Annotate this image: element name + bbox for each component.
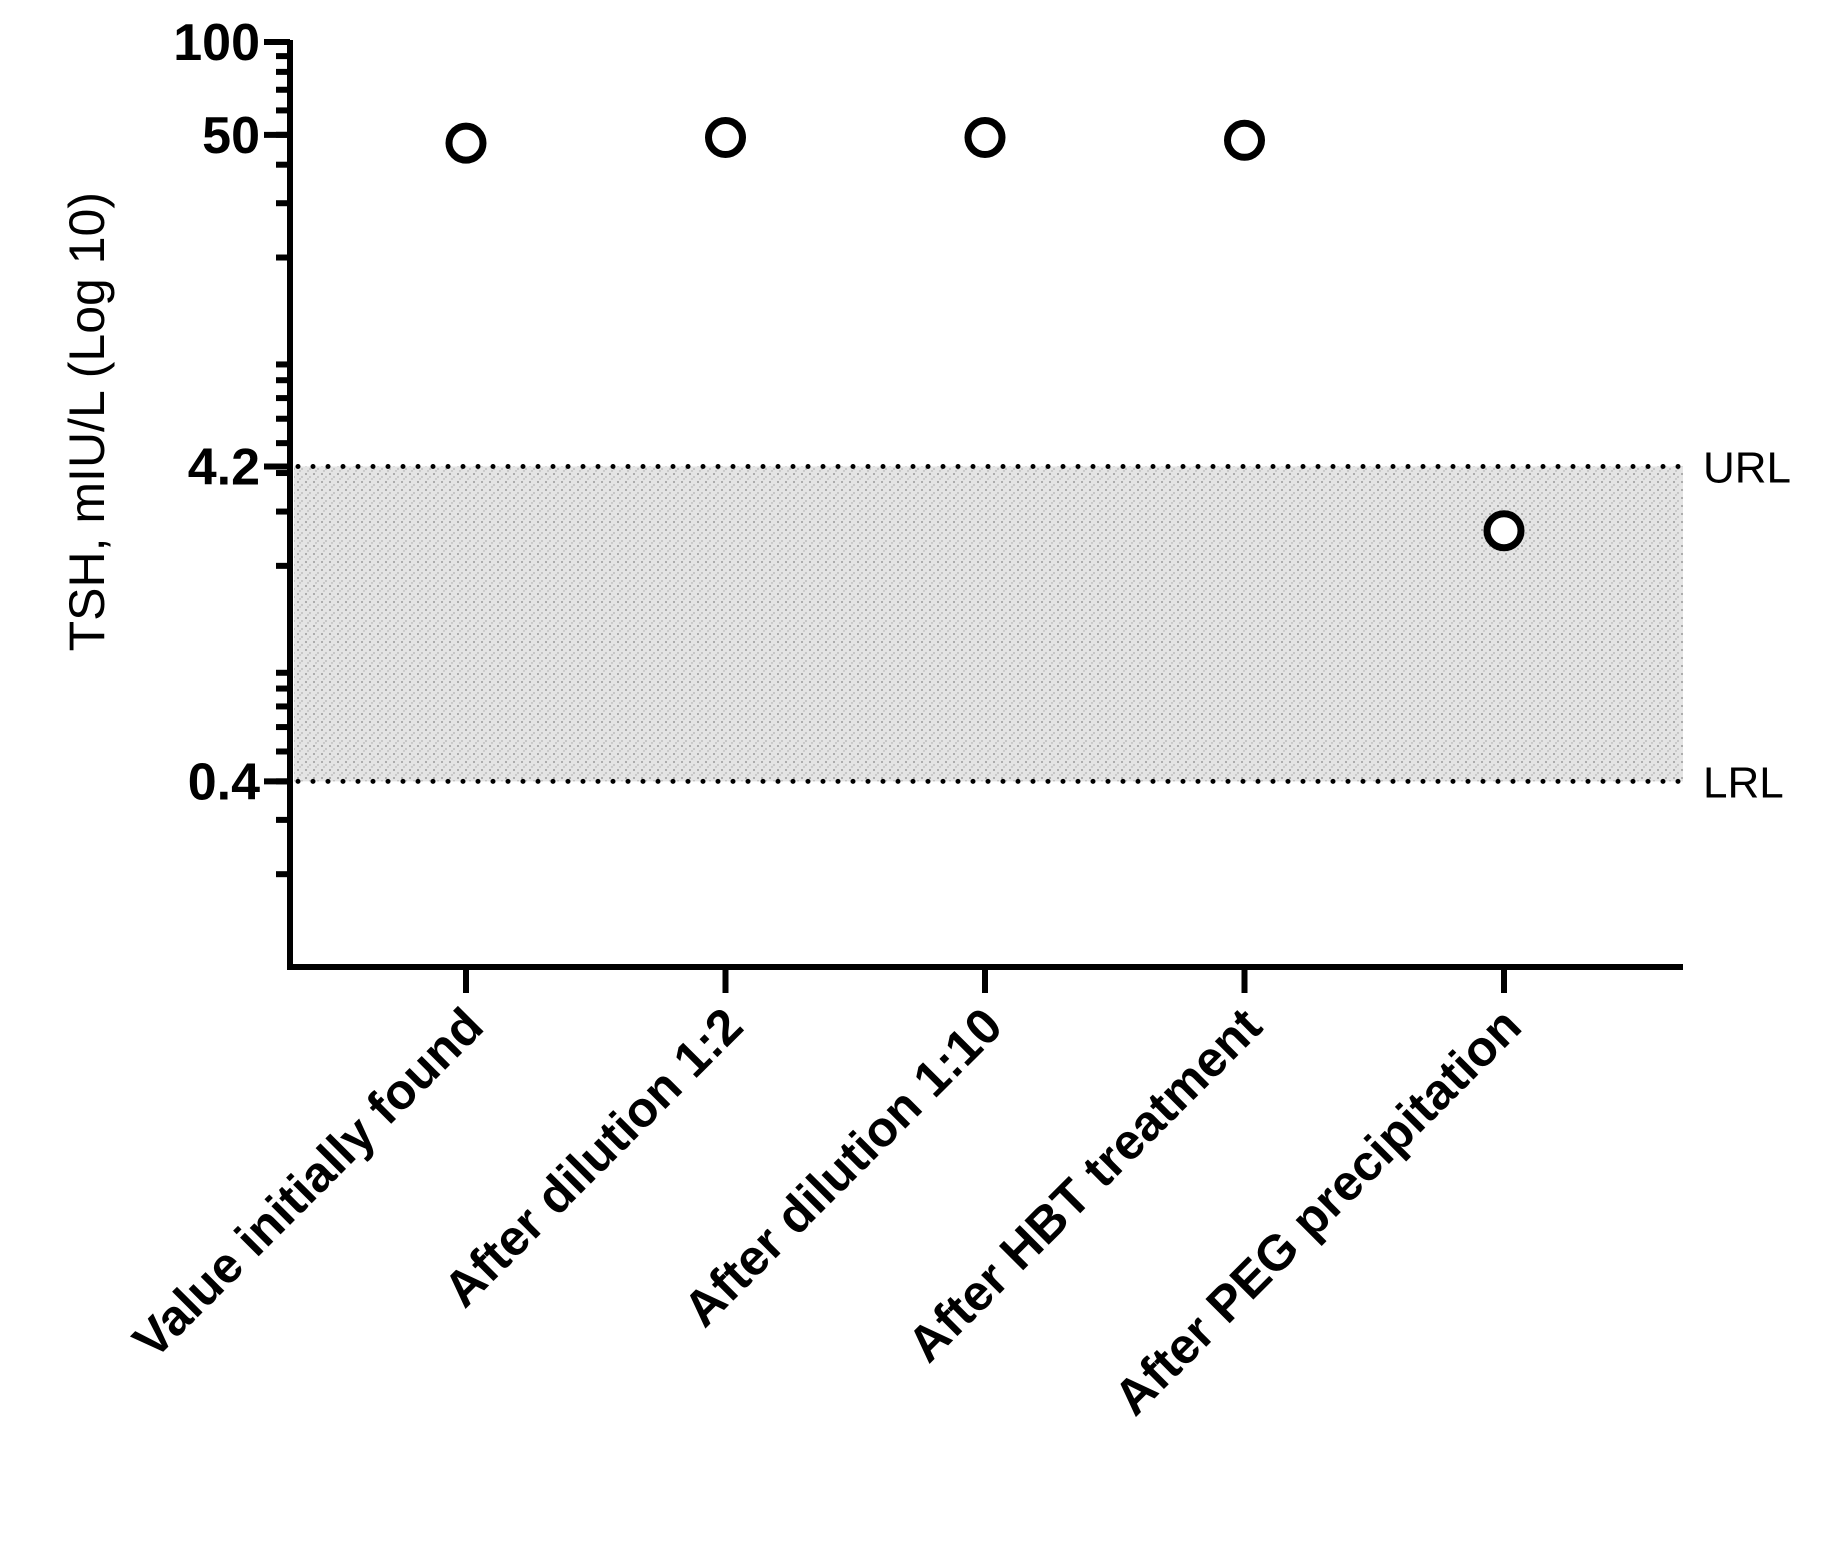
data-point (445, 122, 487, 164)
y-axis-title: TSH, mIU/L (Log 10) (59, 192, 115, 651)
data-point (705, 117, 746, 159)
reference-band-group: URL LRL (294, 443, 1791, 807)
data-point (1224, 119, 1265, 161)
reference-range-band (294, 466, 1683, 782)
y-axis: 100 50 4.2 0.4 (173, 14, 293, 970)
y-tick-label: 100 (173, 14, 260, 72)
y-tick-label: 4.2 (188, 438, 260, 496)
lower-reference-label: LRL (1703, 758, 1784, 807)
data-points (445, 117, 1525, 552)
data-point (1483, 510, 1525, 552)
y-tick-label: 50 (202, 107, 260, 165)
x-category-label: Value initially found (122, 997, 494, 1369)
upper-reference-label: URL (1703, 443, 1791, 492)
y-tick-label: 0.4 (188, 753, 260, 811)
data-point (964, 117, 1006, 159)
